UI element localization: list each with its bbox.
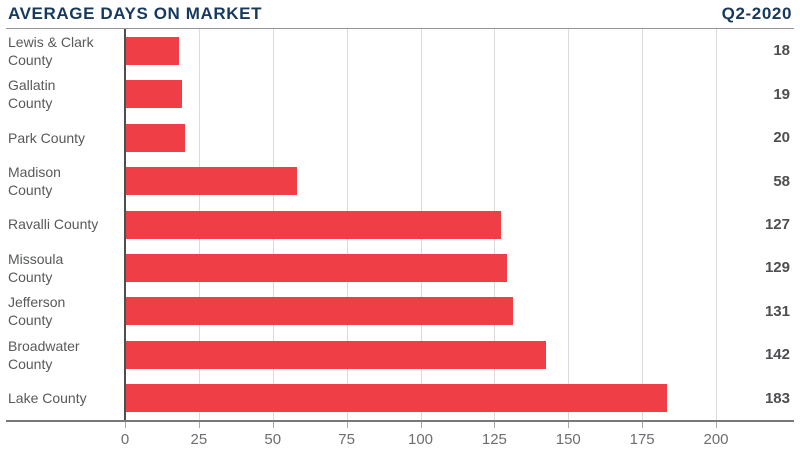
category-label: Ravalli County: [8, 203, 122, 246]
x-axis-tick-label-75: 75: [338, 431, 355, 448]
x-axis-tick-50: [272, 422, 274, 428]
x-axis-tick-label-125: 125: [481, 431, 507, 448]
bar-lake-county: [126, 384, 667, 413]
x-axis-tick-100: [420, 422, 422, 428]
category-label-text: Park County: [8, 129, 86, 146]
x-axis-tick-75: [346, 422, 348, 428]
category-label: Lewis & Clark County: [8, 29, 122, 72]
bar-madison-county: [126, 167, 298, 196]
category-label: Jefferson County: [8, 290, 122, 333]
category-label: Missoula County: [8, 246, 122, 289]
category-label-text: Missoula County: [8, 250, 64, 285]
bar-gallatin-county: [126, 80, 183, 109]
category-label-text: Lewis & Clark County: [8, 33, 94, 68]
value-label: 18: [773, 42, 790, 60]
bar-ravalli-county: [126, 210, 502, 239]
x-axis-tick-label-175: 175: [629, 431, 655, 448]
x-axis-tick-label-200: 200: [703, 431, 729, 448]
gridline-x-200: [716, 29, 717, 420]
chart-title: AVERAGE DAYS ON MARKET: [8, 4, 263, 23]
gridline-x-175: [642, 29, 644, 420]
x-axis-tick-label-150: 150: [555, 431, 581, 448]
category-label-text: Lake County: [8, 390, 87, 407]
bar-jefferson-county: [126, 297, 514, 326]
category-label-text: Broadwater County: [8, 337, 80, 372]
category-label: Gallatin County: [8, 72, 122, 115]
plot-top-border: [6, 28, 794, 29]
bar-missoula-county: [126, 253, 508, 282]
value-label: 127: [764, 215, 790, 233]
x-axis-tick-25: [198, 422, 200, 428]
value-label: 19: [773, 85, 790, 103]
x-axis-tick-175: [642, 422, 644, 428]
x-axis-tick-200: [716, 422, 717, 428]
category-label-text: Gallatin County: [8, 76, 56, 112]
x-axis-tick-label-0: 0: [120, 431, 130, 448]
value-label: 20: [773, 129, 790, 147]
value-label: 129: [764, 259, 790, 277]
value-label: 142: [764, 346, 790, 364]
x-axis-tick-125: [494, 422, 496, 428]
category-label: Lake County: [8, 377, 122, 420]
category-label: Broadwater County: [8, 333, 122, 376]
x-axis-tick-label-25: 25: [190, 431, 208, 448]
gridline-x-150: [568, 29, 570, 420]
bar-broadwater-county: [126, 340, 546, 369]
category-label-text: Jefferson County: [8, 294, 66, 329]
value-label: 58: [773, 172, 790, 190]
x-axis-tick-150: [568, 422, 570, 428]
chart-period-label: Q2-2020: [721, 4, 792, 23]
y-axis-zero-line: [124, 29, 126, 420]
x-axis-tick-label-100: 100: [407, 431, 434, 448]
category-label-text: Madison County: [8, 163, 61, 199]
bar-lewis-clark-county: [126, 36, 180, 65]
value-label: 131: [764, 302, 790, 320]
category-label-text: Ravalli County: [8, 216, 99, 233]
x-axis-line: [6, 420, 794, 422]
category-label: Madison County: [8, 159, 122, 202]
value-label: 183: [764, 389, 790, 407]
x-axis-tick-0: [125, 422, 126, 428]
category-label: Park County: [8, 116, 122, 159]
bar-park-county: [126, 123, 186, 152]
x-axis-tick-label-50: 50: [264, 431, 282, 448]
